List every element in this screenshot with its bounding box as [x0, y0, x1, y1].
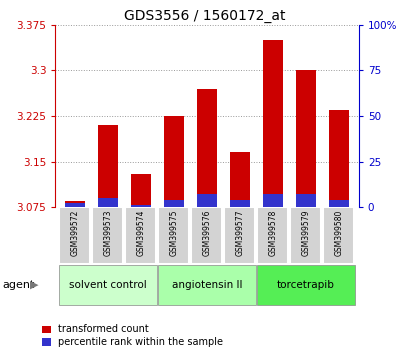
Text: GSM399575: GSM399575 [169, 209, 178, 256]
Bar [328, 110, 348, 207]
Text: GSM399580: GSM399580 [334, 209, 343, 256]
Text: GSM399573: GSM399573 [103, 209, 112, 256]
Bar [295, 70, 315, 207]
Text: GSM399579: GSM399579 [301, 209, 310, 256]
Bar [59, 266, 157, 304]
Text: GSM399572: GSM399572 [70, 209, 79, 256]
Bar [295, 194, 315, 207]
Bar [256, 207, 288, 264]
Text: GSM399574: GSM399574 [136, 209, 145, 256]
Bar [98, 125, 118, 207]
Bar [197, 194, 216, 207]
Bar [125, 207, 156, 264]
Bar [164, 116, 184, 207]
Bar [224, 207, 254, 264]
Bar [65, 204, 85, 207]
Bar [59, 207, 90, 264]
Bar [131, 205, 151, 207]
Bar [65, 201, 85, 207]
Text: GSM399576: GSM399576 [202, 209, 211, 256]
Text: GDS3556 / 1560172_at: GDS3556 / 1560172_at [124, 9, 285, 23]
Text: GSM399577: GSM399577 [235, 209, 244, 256]
Bar [197, 88, 216, 207]
Text: solvent control: solvent control [69, 280, 147, 290]
Bar [328, 200, 348, 207]
Bar [98, 198, 118, 207]
Bar [164, 200, 184, 207]
Bar [263, 194, 282, 207]
Text: torcetrapib: torcetrapib [276, 280, 334, 290]
Bar [92, 207, 123, 264]
Text: ▶: ▶ [29, 280, 38, 290]
Bar [290, 207, 320, 264]
Bar [191, 207, 222, 264]
Bar [256, 266, 354, 304]
Legend: transformed count, percentile rank within the sample: transformed count, percentile rank withi… [42, 325, 223, 347]
Text: GSM399578: GSM399578 [268, 209, 277, 256]
Text: angiotensin II: angiotensin II [171, 280, 242, 290]
Bar [229, 200, 249, 207]
Text: agent: agent [2, 280, 34, 290]
Bar [158, 266, 255, 304]
Bar [131, 174, 151, 207]
Bar [263, 40, 282, 207]
Bar [322, 207, 353, 264]
Bar [158, 207, 189, 264]
Bar [229, 153, 249, 207]
